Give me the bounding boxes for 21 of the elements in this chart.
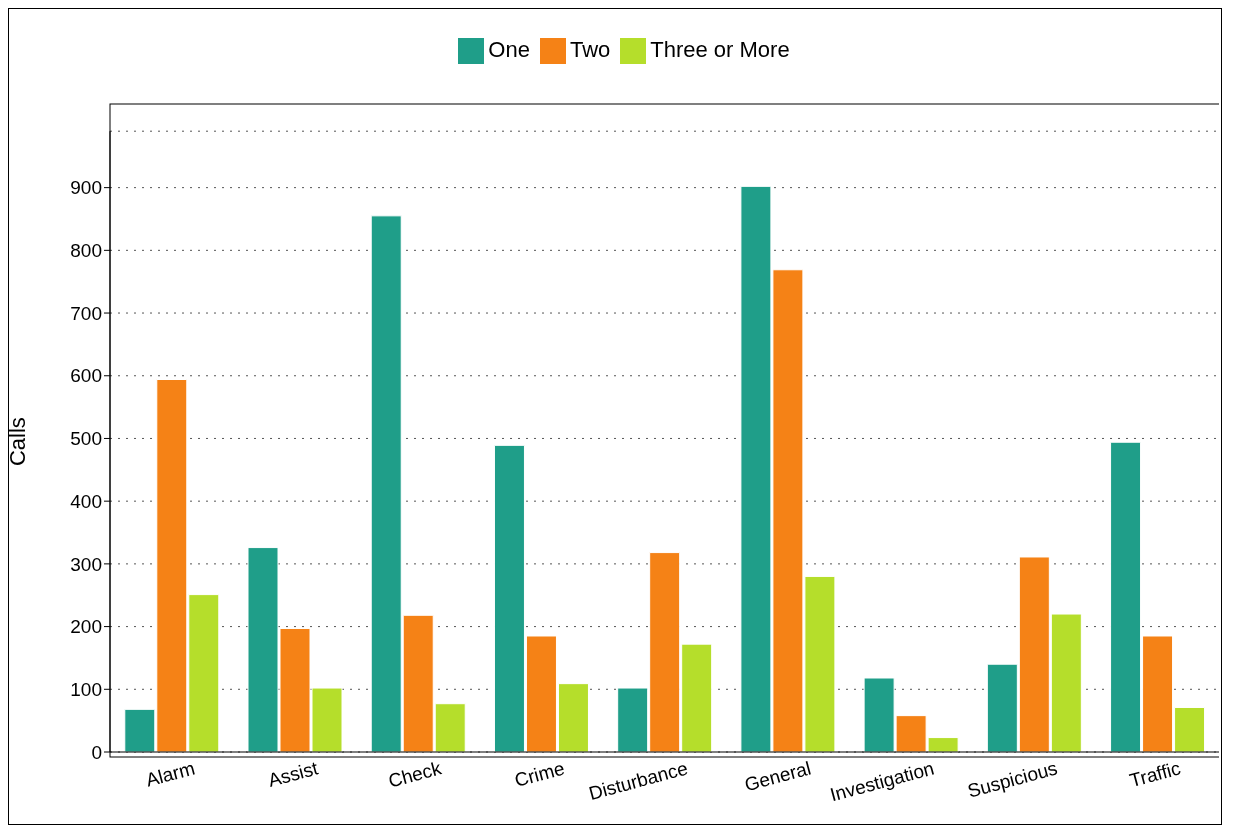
y-tick-label: 0 xyxy=(91,741,102,763)
y-tick-label: 200 xyxy=(70,616,102,638)
y-tick-label: 900 xyxy=(70,177,102,199)
legend-label: One xyxy=(488,37,530,62)
x-tick-label: Suspicious xyxy=(965,757,1060,802)
y-tick-label: 300 xyxy=(70,553,102,575)
x-tick-label: Assist xyxy=(265,757,321,791)
y-tick-label: 700 xyxy=(70,302,102,324)
x-tick-label: Alarm xyxy=(143,757,197,791)
x-tick-label: Traffic xyxy=(1127,757,1183,792)
x-tick-label: Crime xyxy=(512,757,567,791)
x-tick-label: General xyxy=(742,757,814,796)
x-tick-label: Check xyxy=(385,757,444,792)
y-tick-label: 600 xyxy=(70,365,102,387)
y-axis-title: Calls xyxy=(4,417,30,467)
legend-label: Two xyxy=(569,37,611,62)
legend-label: Three or More xyxy=(650,37,790,62)
y-tick-label: 100 xyxy=(70,679,102,701)
y-tick-label: 800 xyxy=(70,240,102,262)
y-tick-label: 500 xyxy=(70,428,102,450)
y-tick-label: 400 xyxy=(70,490,102,512)
